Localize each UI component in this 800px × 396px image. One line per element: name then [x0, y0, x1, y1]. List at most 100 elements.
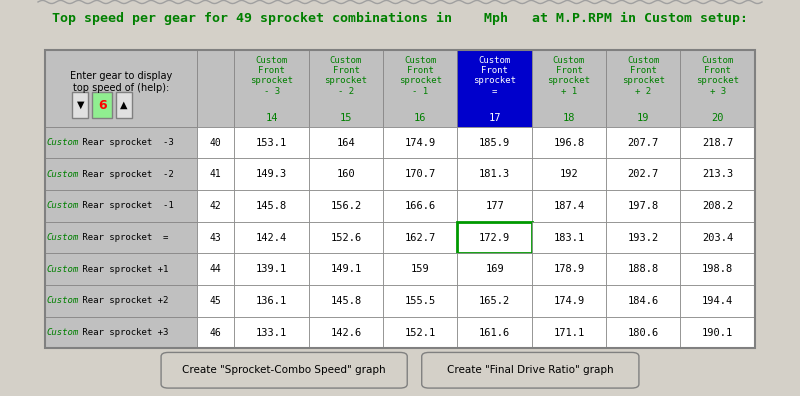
FancyBboxPatch shape: [532, 317, 606, 348]
FancyBboxPatch shape: [309, 158, 383, 190]
Text: 178.9: 178.9: [554, 264, 585, 274]
FancyBboxPatch shape: [197, 190, 234, 222]
FancyBboxPatch shape: [606, 190, 681, 222]
Text: 139.1: 139.1: [256, 264, 287, 274]
FancyBboxPatch shape: [46, 222, 197, 253]
FancyBboxPatch shape: [46, 253, 197, 285]
Text: 194.4: 194.4: [702, 296, 734, 306]
FancyBboxPatch shape: [458, 222, 532, 253]
Text: 43: 43: [210, 232, 222, 243]
Text: 184.6: 184.6: [628, 296, 659, 306]
Text: 213.3: 213.3: [702, 169, 734, 179]
Text: ▲: ▲: [120, 100, 128, 110]
FancyBboxPatch shape: [532, 158, 606, 190]
Text: Rear sprocket  -3: Rear sprocket -3: [77, 138, 174, 147]
Text: 172.9: 172.9: [479, 232, 510, 243]
FancyBboxPatch shape: [116, 92, 132, 118]
Text: Custom
Front
sprocket
+ 3: Custom Front sprocket + 3: [696, 56, 739, 96]
FancyBboxPatch shape: [606, 317, 681, 348]
Text: 197.8: 197.8: [628, 201, 659, 211]
FancyBboxPatch shape: [197, 317, 234, 348]
Text: 203.4: 203.4: [702, 232, 734, 243]
FancyBboxPatch shape: [681, 190, 754, 222]
Text: 18: 18: [562, 113, 575, 123]
Text: 16: 16: [414, 113, 426, 123]
FancyBboxPatch shape: [458, 158, 532, 190]
Text: 145.8: 145.8: [330, 296, 362, 306]
FancyBboxPatch shape: [234, 317, 309, 348]
Text: 192: 192: [559, 169, 578, 179]
Text: 20: 20: [711, 113, 724, 123]
Text: 207.7: 207.7: [628, 137, 659, 147]
FancyBboxPatch shape: [606, 253, 681, 285]
Text: 202.7: 202.7: [628, 169, 659, 179]
Text: ▼: ▼: [77, 100, 84, 110]
FancyBboxPatch shape: [92, 92, 112, 118]
FancyBboxPatch shape: [681, 127, 754, 158]
FancyBboxPatch shape: [532, 190, 606, 222]
Text: 208.2: 208.2: [702, 201, 734, 211]
Text: 155.5: 155.5: [405, 296, 436, 306]
FancyBboxPatch shape: [383, 253, 458, 285]
Text: 149.1: 149.1: [330, 264, 362, 274]
FancyBboxPatch shape: [197, 285, 234, 317]
Text: 45: 45: [210, 296, 222, 306]
Text: 152.1: 152.1: [405, 327, 436, 338]
FancyBboxPatch shape: [234, 190, 309, 222]
Text: 152.6: 152.6: [330, 232, 362, 243]
FancyBboxPatch shape: [606, 222, 681, 253]
FancyBboxPatch shape: [234, 127, 309, 158]
FancyBboxPatch shape: [383, 158, 458, 190]
Text: Rear sprocket  -1: Rear sprocket -1: [77, 202, 174, 210]
Text: 133.1: 133.1: [256, 327, 287, 338]
FancyBboxPatch shape: [309, 317, 383, 348]
FancyBboxPatch shape: [681, 317, 754, 348]
Text: 162.7: 162.7: [405, 232, 436, 243]
Text: Rear sprocket  =: Rear sprocket =: [77, 233, 169, 242]
Text: Create "Sprocket-Combo Speed" graph: Create "Sprocket-Combo Speed" graph: [182, 365, 386, 375]
FancyBboxPatch shape: [46, 190, 197, 222]
Text: 19: 19: [637, 113, 650, 123]
FancyBboxPatch shape: [458, 50, 532, 127]
Text: Create "Final Drive Ratio" graph: Create "Final Drive Ratio" graph: [447, 365, 614, 375]
FancyBboxPatch shape: [606, 158, 681, 190]
Text: 17: 17: [488, 113, 501, 123]
Text: 161.6: 161.6: [479, 327, 510, 338]
Text: 198.8: 198.8: [702, 264, 734, 274]
FancyBboxPatch shape: [458, 317, 532, 348]
FancyBboxPatch shape: [197, 127, 234, 158]
FancyBboxPatch shape: [458, 285, 532, 317]
FancyBboxPatch shape: [161, 352, 407, 388]
FancyBboxPatch shape: [532, 285, 606, 317]
FancyBboxPatch shape: [197, 50, 234, 127]
Text: Rear sprocket +3: Rear sprocket +3: [77, 328, 169, 337]
Text: 42: 42: [210, 201, 222, 211]
FancyBboxPatch shape: [383, 222, 458, 253]
Text: 183.1: 183.1: [554, 232, 585, 243]
Text: Custom: Custom: [46, 170, 79, 179]
FancyBboxPatch shape: [606, 285, 681, 317]
FancyBboxPatch shape: [197, 158, 234, 190]
Text: 218.7: 218.7: [702, 137, 734, 147]
FancyBboxPatch shape: [309, 222, 383, 253]
FancyBboxPatch shape: [234, 285, 309, 317]
FancyBboxPatch shape: [309, 253, 383, 285]
Text: 188.8: 188.8: [628, 264, 659, 274]
FancyBboxPatch shape: [309, 190, 383, 222]
FancyBboxPatch shape: [532, 127, 606, 158]
Text: 187.4: 187.4: [554, 201, 585, 211]
FancyBboxPatch shape: [532, 222, 606, 253]
Text: Custom: Custom: [46, 202, 79, 210]
FancyBboxPatch shape: [46, 158, 197, 190]
FancyBboxPatch shape: [234, 253, 309, 285]
Text: 170.7: 170.7: [405, 169, 436, 179]
Text: Enter gear to display
top speed of (help):: Enter gear to display top speed of (help…: [70, 71, 172, 93]
Text: 174.9: 174.9: [554, 296, 585, 306]
Text: Custom: Custom: [46, 328, 79, 337]
Text: 149.3: 149.3: [256, 169, 287, 179]
Text: 193.2: 193.2: [628, 232, 659, 243]
Text: 156.2: 156.2: [330, 201, 362, 211]
FancyBboxPatch shape: [681, 253, 754, 285]
Text: Top speed per gear for 49 sprocket combinations in    Mph   at M.P.RPM in Custom: Top speed per gear for 49 sprocket combi…: [52, 12, 748, 25]
FancyBboxPatch shape: [309, 50, 383, 127]
